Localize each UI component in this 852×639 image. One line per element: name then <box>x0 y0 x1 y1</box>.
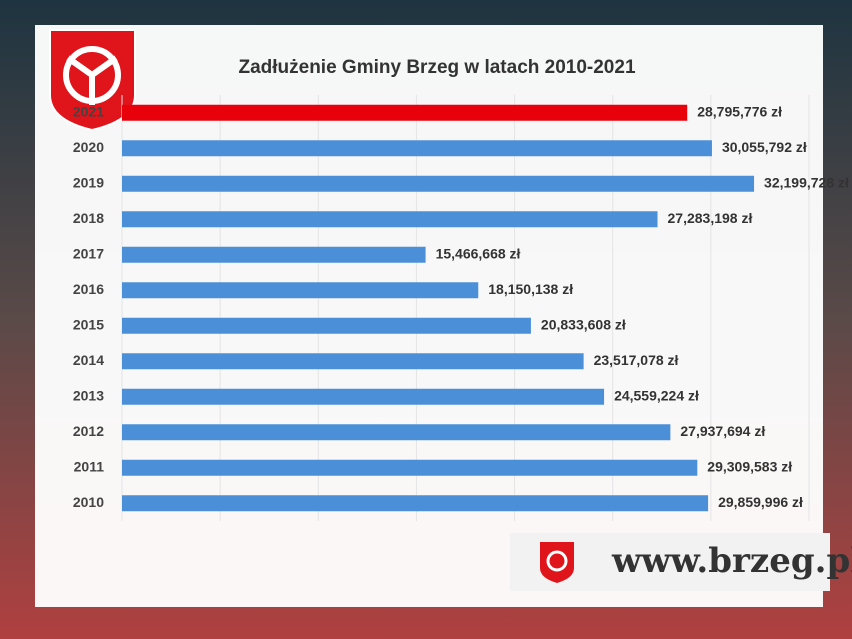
bar <box>122 495 709 512</box>
value-label: 18,150,138 zł <box>488 281 573 297</box>
value-label: 27,283,198 zł <box>668 210 753 226</box>
y-tick-label: 2017 <box>73 245 104 261</box>
bar <box>122 424 671 441</box>
y-tick-label: 2010 <box>73 494 104 510</box>
y-tick-label: 2011 <box>74 458 105 474</box>
logo <box>49 29 136 132</box>
value-label: 28,795,776 zł <box>697 103 782 119</box>
footer-box <box>510 533 830 591</box>
y-tick-label: 2012 <box>73 423 104 439</box>
value-label: 29,309,583 zł <box>707 458 792 474</box>
bar <box>122 140 712 157</box>
value-label: 20,833,608 zł <box>541 316 626 332</box>
value-label: 30,055,792 zł <box>722 139 807 155</box>
bar <box>122 246 426 263</box>
value-label: 32,199,728 zł <box>764 174 849 190</box>
value-label: 29,859,996 zł <box>718 494 803 510</box>
y-tick-label: 2014 <box>73 352 104 368</box>
bar <box>122 353 584 370</box>
bar <box>122 211 658 228</box>
bar <box>122 282 479 299</box>
y-tick-label: 2019 <box>73 174 104 190</box>
value-label: 27,937,694 zł <box>680 423 765 439</box>
value-label: 23,517,078 zł <box>594 352 679 368</box>
y-tick-label: 2021 <box>73 103 104 119</box>
footer-url: www.brzeg.pl <box>611 541 852 581</box>
bar <box>122 317 531 334</box>
value-label: 24,559,224 zł <box>614 387 699 403</box>
bar <box>122 388 605 405</box>
y-tick-label: 2015 <box>73 316 104 332</box>
value-label: 15,466,668 zł <box>436 245 521 261</box>
y-tick-label: 2016 <box>73 281 104 297</box>
y-tick-label: 2018 <box>73 210 104 226</box>
bar <box>122 459 698 476</box>
chart-title: Zadłużenie Gminy Brzeg w latach 2010-202… <box>238 57 635 78</box>
y-tick-label: 2020 <box>73 139 104 155</box>
y-tick-label: 2013 <box>73 387 104 403</box>
bar <box>122 175 755 192</box>
bar <box>122 104 688 121</box>
